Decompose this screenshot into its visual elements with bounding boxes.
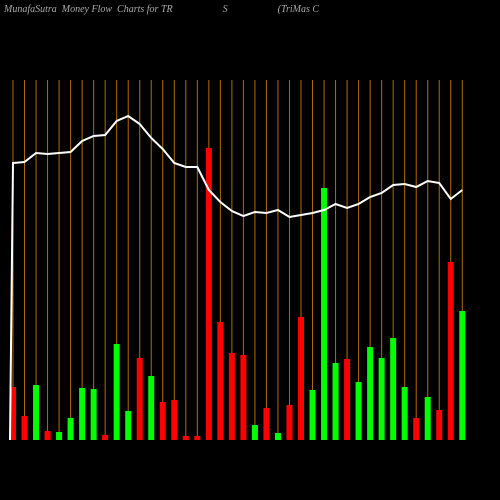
- bar: [424, 397, 431, 440]
- bar: [459, 311, 466, 440]
- bar: [367, 347, 374, 440]
- bar: [309, 390, 316, 440]
- bar: [298, 317, 304, 440]
- bar: [182, 436, 189, 440]
- bar: [390, 338, 397, 440]
- bar: [205, 148, 212, 440]
- chart-title: MunafaSutra Money Flow Charts for TR S (…: [3, 4, 319, 15]
- bar: [251, 425, 258, 440]
- bar: [378, 358, 385, 440]
- bar: [113, 344, 120, 440]
- bar: [136, 358, 143, 440]
- bar: [217, 322, 224, 440]
- bar: [90, 389, 97, 440]
- bar: [436, 410, 443, 440]
- bar: [10, 387, 16, 440]
- bar: [79, 388, 86, 440]
- bar: [194, 436, 201, 440]
- bar: [44, 431, 51, 440]
- bar: [240, 355, 247, 440]
- money-flow-line: [9, 114, 463, 441]
- bar: [159, 402, 166, 440]
- bar: [148, 376, 155, 440]
- bar: [447, 262, 454, 440]
- bar: [286, 405, 293, 440]
- bar: [401, 387, 408, 440]
- bar: [125, 411, 132, 440]
- bar: [355, 382, 362, 440]
- bar: [67, 418, 74, 440]
- bar: [344, 359, 351, 440]
- bar: [263, 408, 270, 440]
- bar: [102, 435, 109, 440]
- bar: [274, 433, 281, 440]
- bar: [33, 385, 40, 440]
- bar: [321, 188, 328, 440]
- bar: [56, 432, 63, 440]
- bar: [171, 400, 178, 440]
- bar: [413, 418, 420, 440]
- bar: [228, 353, 235, 440]
- bar: [21, 416, 28, 440]
- bar: [332, 363, 339, 440]
